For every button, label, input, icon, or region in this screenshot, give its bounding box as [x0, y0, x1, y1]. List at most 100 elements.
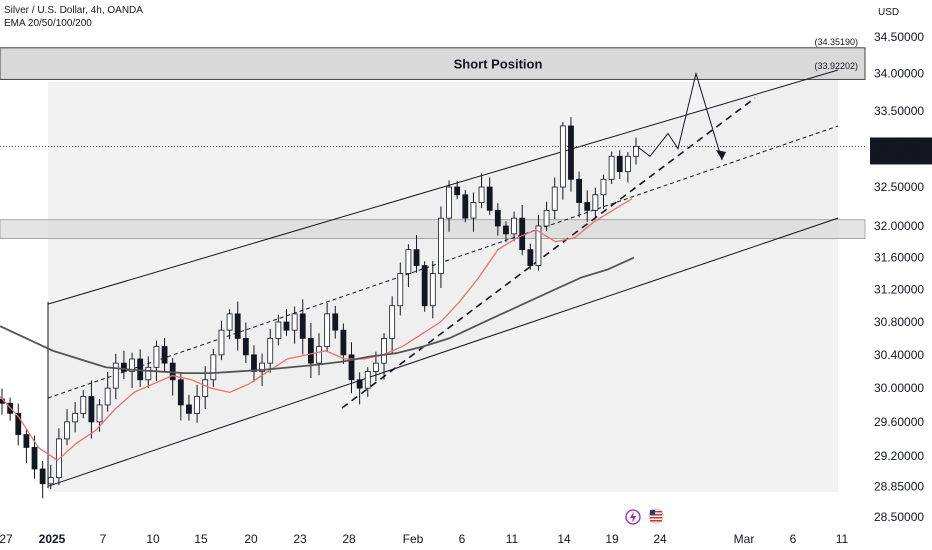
last-price-value: 33.02930 [874, 138, 924, 152]
candle-body [283, 321, 290, 331]
x-tick-label: 7 [100, 532, 107, 546]
projection-path [637, 71, 723, 161]
candle-body [210, 354, 217, 381]
last-price-badge [870, 137, 932, 165]
candle-body [608, 155, 615, 180]
y-tick-label: 32.00000 [874, 219, 924, 233]
y-tick-label: 30.00000 [874, 381, 924, 395]
candle-body [112, 362, 119, 389]
candle-body [494, 209, 501, 227]
zone-top-value: (34.35190) [814, 37, 858, 47]
candle-body [438, 217, 444, 274]
candle-body [275, 321, 282, 339]
candle-body [194, 396, 200, 414]
candle-body [470, 202, 477, 219]
ema-slow-line [0, 256, 635, 375]
x-tick-label: 6 [790, 532, 797, 546]
candle-body [72, 412, 79, 423]
candle-body [429, 273, 436, 307]
candle-body [389, 305, 396, 339]
x-tick-label: 19 [605, 532, 619, 546]
x-tick-label: Feb [403, 532, 424, 546]
trendline [341, 97, 756, 409]
candle-body [478, 186, 485, 203]
x-tick-label: 10 [146, 532, 160, 546]
candle-body [405, 249, 412, 274]
candle-body [551, 186, 558, 211]
x-tick-label: 20 [244, 532, 258, 546]
indicator-legend: EMA 20/50/100/200 [4, 18, 92, 29]
candle-body [397, 273, 404, 307]
x-tick-label: Mar [734, 532, 755, 546]
channel-midline [47, 125, 839, 399]
candle-body [39, 468, 46, 485]
candle-body [446, 186, 452, 219]
candle-body [145, 366, 152, 381]
y-tick-label: 28.85000 [874, 479, 924, 493]
candle-body [251, 354, 257, 372]
candle-body [80, 396, 87, 414]
candle-body [592, 194, 599, 211]
candle-body [348, 354, 355, 381]
candle-body [15, 412, 22, 436]
x-tick-label: 11 [836, 532, 849, 546]
candle-body [584, 202, 591, 211]
x-tick-label: 11 [506, 532, 519, 546]
candle-body [47, 477, 54, 485]
candle-body [332, 313, 339, 331]
candle-body [316, 346, 322, 364]
lightning-icon-glyph [630, 511, 636, 523]
candle-body [503, 225, 509, 235]
candle-body [535, 225, 542, 266]
candle-body [633, 145, 639, 157]
y-tick-label: 29.60000 [874, 415, 924, 429]
candle-body [161, 346, 168, 364]
candle-body [356, 379, 363, 389]
candle-body [381, 337, 387, 364]
candle-body [242, 337, 249, 356]
channel-fill [48, 69, 838, 487]
us-flag-stripe [650, 517, 662, 519]
y-tick-label: 30.40000 [874, 348, 924, 362]
candle-body [186, 404, 192, 414]
ema-fast-line [0, 198, 633, 462]
countdown-timer: 01:22:05 [874, 150, 921, 164]
candle-body [23, 434, 30, 448]
candle-body [324, 313, 331, 348]
candle-body [299, 313, 306, 339]
currency-label: USD [878, 7, 900, 18]
y-tick-label: 32.50000 [874, 180, 924, 194]
candle-body [527, 249, 534, 266]
short-position-zone [0, 47, 866, 80]
candle-body [153, 346, 160, 368]
candle-body [413, 249, 420, 266]
y-tick-label: 34.50000 [874, 30, 924, 44]
candle-body [177, 379, 184, 406]
candle-body [543, 209, 550, 227]
candle-body [576, 178, 583, 203]
candle-body [600, 178, 607, 196]
candle-body [519, 217, 526, 251]
x-tick-label: 2025 [39, 532, 66, 546]
candle-body [226, 313, 233, 331]
candle-body [64, 421, 70, 440]
candle-body [218, 329, 225, 356]
candle-body [307, 337, 314, 364]
x-tick-label: 28 [342, 532, 356, 546]
candle-body [364, 371, 371, 389]
candle-body [202, 379, 209, 397]
y-tick-label: 33.50000 [874, 104, 924, 118]
candle-body [291, 313, 298, 331]
y-tick-label: 28.50000 [874, 510, 924, 524]
candle-body [559, 125, 566, 188]
candle-body [121, 362, 127, 372]
chart-title: Silver / U.S. Dollar, 4h, OANDA [4, 5, 143, 16]
candle-body [96, 404, 103, 423]
candle-body [462, 194, 469, 219]
support-zone [0, 219, 866, 239]
us-flag-stripe [650, 511, 662, 513]
x-tick-label: 6 [459, 532, 466, 546]
candle-body [486, 186, 493, 211]
candle-body [259, 362, 266, 372]
